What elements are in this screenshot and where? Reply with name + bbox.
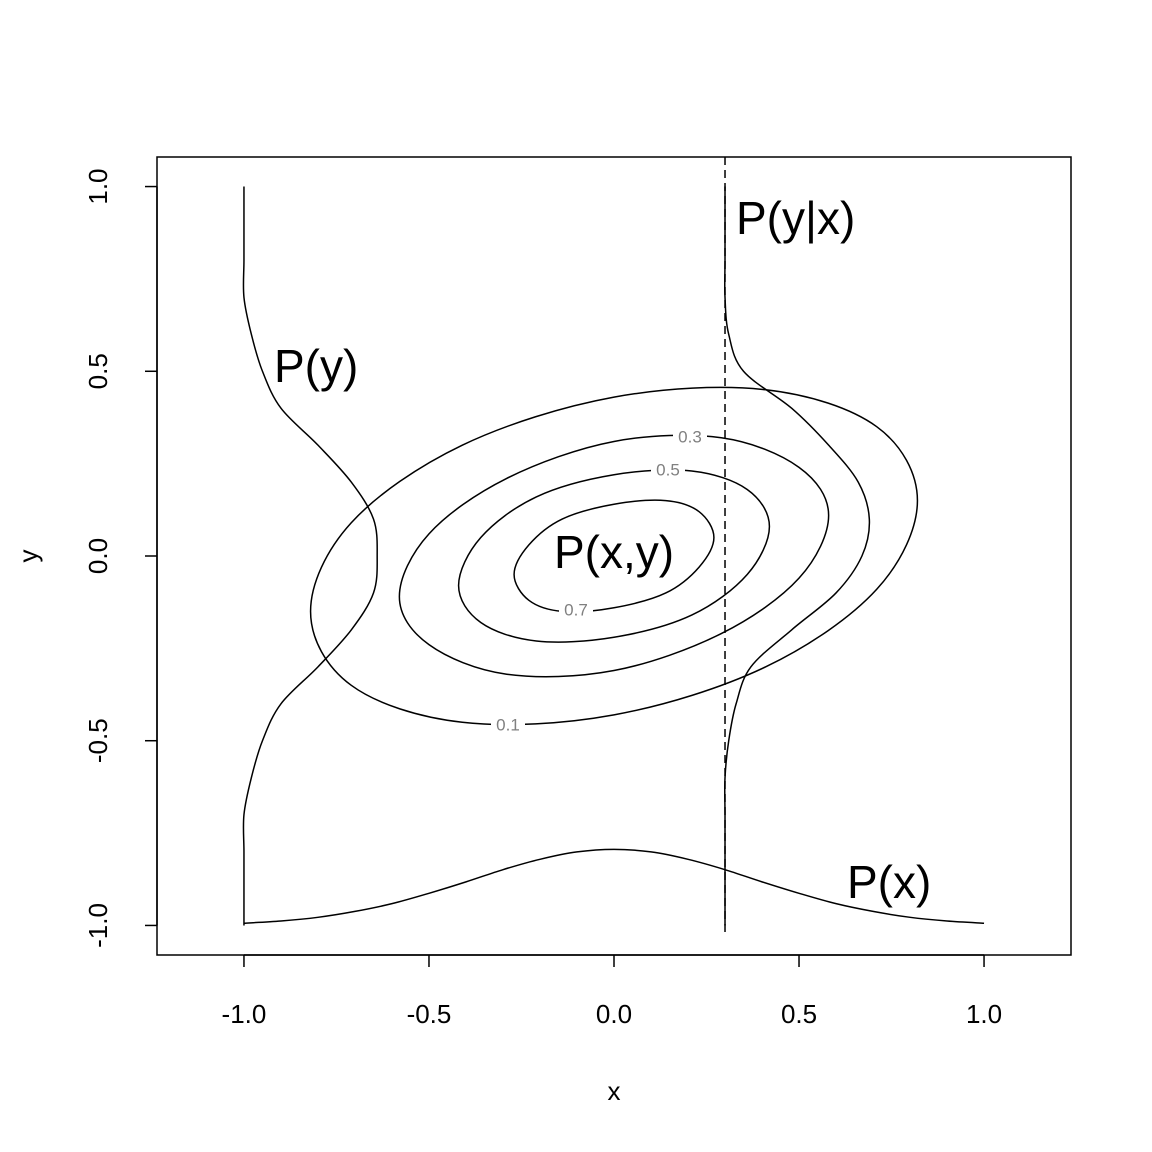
contour-label-bg — [673, 428, 707, 448]
y-tick-label: 0.5 — [83, 353, 113, 389]
contour-label: 0.1 — [496, 715, 520, 734]
x-tick-label: -0.5 — [407, 999, 452, 1029]
y-axis-label: y — [13, 550, 43, 563]
x-axis-label: x — [608, 1076, 621, 1106]
curve-label: P(y) — [274, 340, 358, 392]
contour-line — [398, 434, 830, 678]
curve-label: P(x) — [847, 856, 931, 908]
surface-label: P(x,y) — [554, 526, 674, 578]
contour-label: 0.3 — [678, 427, 702, 446]
curve — [243, 848, 985, 924]
y-tick-label: 0.0 — [83, 538, 113, 574]
curve-label: P(y|x) — [736, 192, 855, 244]
y-tick-label: -0.5 — [83, 718, 113, 763]
contour-label: 0.7 — [564, 600, 588, 619]
contour-label-bg — [491, 716, 525, 736]
contour-label-bg — [651, 461, 685, 481]
contour-label-bg — [559, 601, 593, 621]
contour-line — [457, 469, 771, 643]
x-tick-label: 1.0 — [966, 999, 1002, 1029]
x-tick-label: 0.5 — [781, 999, 817, 1029]
contour-line — [513, 499, 715, 613]
x-tick-label: -1.0 — [222, 999, 267, 1029]
y-tick-label: -1.0 — [83, 903, 113, 948]
contour-line — [309, 386, 919, 726]
y-tick-label: 1.0 — [83, 168, 113, 204]
contour-label: 0.5 — [656, 460, 680, 479]
curve — [723, 186, 871, 926]
curve — [242, 186, 378, 926]
x-tick-label: 0.0 — [596, 999, 632, 1029]
